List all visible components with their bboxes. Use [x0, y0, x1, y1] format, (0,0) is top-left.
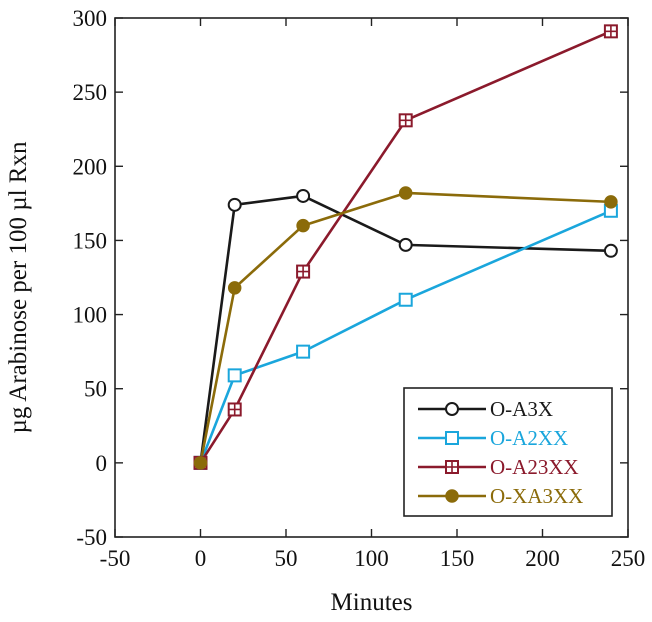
x-tick-label: 0 — [195, 546, 207, 571]
y-tick-label: 250 — [73, 80, 108, 105]
legend-marker — [445, 489, 459, 503]
data-point-o-a23xx — [296, 264, 311, 279]
y-tick-label: 100 — [73, 303, 108, 328]
legend: O-A3X O-A2XX O-A23XX O-XA3XX — [403, 387, 613, 517]
y-tick-label: 300 — [73, 6, 108, 31]
data-point-o-a23xx — [227, 402, 242, 417]
x-tick-label: 50 — [275, 546, 298, 571]
legend-marker — [445, 402, 459, 416]
legend-marker — [445, 431, 459, 445]
x-axis-title: Minutes — [331, 589, 413, 616]
x-tick-label: 250 — [611, 546, 646, 571]
legend-label: O-A3X — [490, 397, 553, 421]
legend-item: O-A23XX — [418, 455, 579, 479]
data-point-o-a23xx — [603, 24, 618, 39]
data-point-o-xa3xx — [604, 195, 618, 209]
y-tick-label: -50 — [76, 525, 107, 550]
y-axis-title: µg Arabinose per 100 µl Rxn — [5, 141, 32, 433]
legend-label: O-A2XX — [490, 426, 568, 450]
data-point-o-a3x — [227, 197, 242, 212]
x-tick-label: -50 — [100, 546, 131, 571]
data-point-o-a3x — [603, 243, 618, 258]
data-point-o-xa3xx — [398, 186, 413, 200]
data-point-o-a23xx — [398, 113, 413, 128]
legend-label: O-XA3XX — [490, 484, 583, 508]
y-tick-label: 0 — [96, 451, 108, 476]
x-axis-tick-labels: -50 0 50 100 150 200 250 — [100, 546, 646, 571]
data-point-o-xa3xx — [193, 456, 208, 470]
data-point-o-xa3xx — [296, 218, 310, 233]
x-tick-label: 150 — [440, 546, 475, 571]
x-tick-label: 200 — [525, 546, 560, 571]
series-layer — [193, 24, 618, 470]
y-tick-label: 200 — [73, 154, 108, 179]
legend-item: O-A2XX — [418, 426, 568, 450]
data-point-o-xa3xx — [227, 281, 242, 295]
legend-marker — [445, 460, 459, 474]
series-markers-o-xa3xx — [193, 186, 618, 470]
data-point-o-a2xx — [296, 344, 311, 359]
x-tick-label: 100 — [354, 546, 389, 571]
y-tick-label: 50 — [84, 377, 107, 402]
legend-item: O-A3X — [418, 397, 553, 421]
legend-item: O-XA3XX — [418, 484, 583, 508]
data-point-o-a3x — [398, 237, 413, 252]
data-point-o-a2xx — [398, 292, 413, 307]
plot-frame — [114, 17, 629, 538]
legend-label: O-A23XX — [490, 455, 579, 479]
data-point-o-a2xx — [227, 368, 242, 383]
y-tick-label: 150 — [73, 228, 108, 253]
y-axis-tick-labels: -50 0 50 100 150 200 250 300 — [73, 6, 108, 550]
data-point-o-a3x — [296, 188, 311, 203]
